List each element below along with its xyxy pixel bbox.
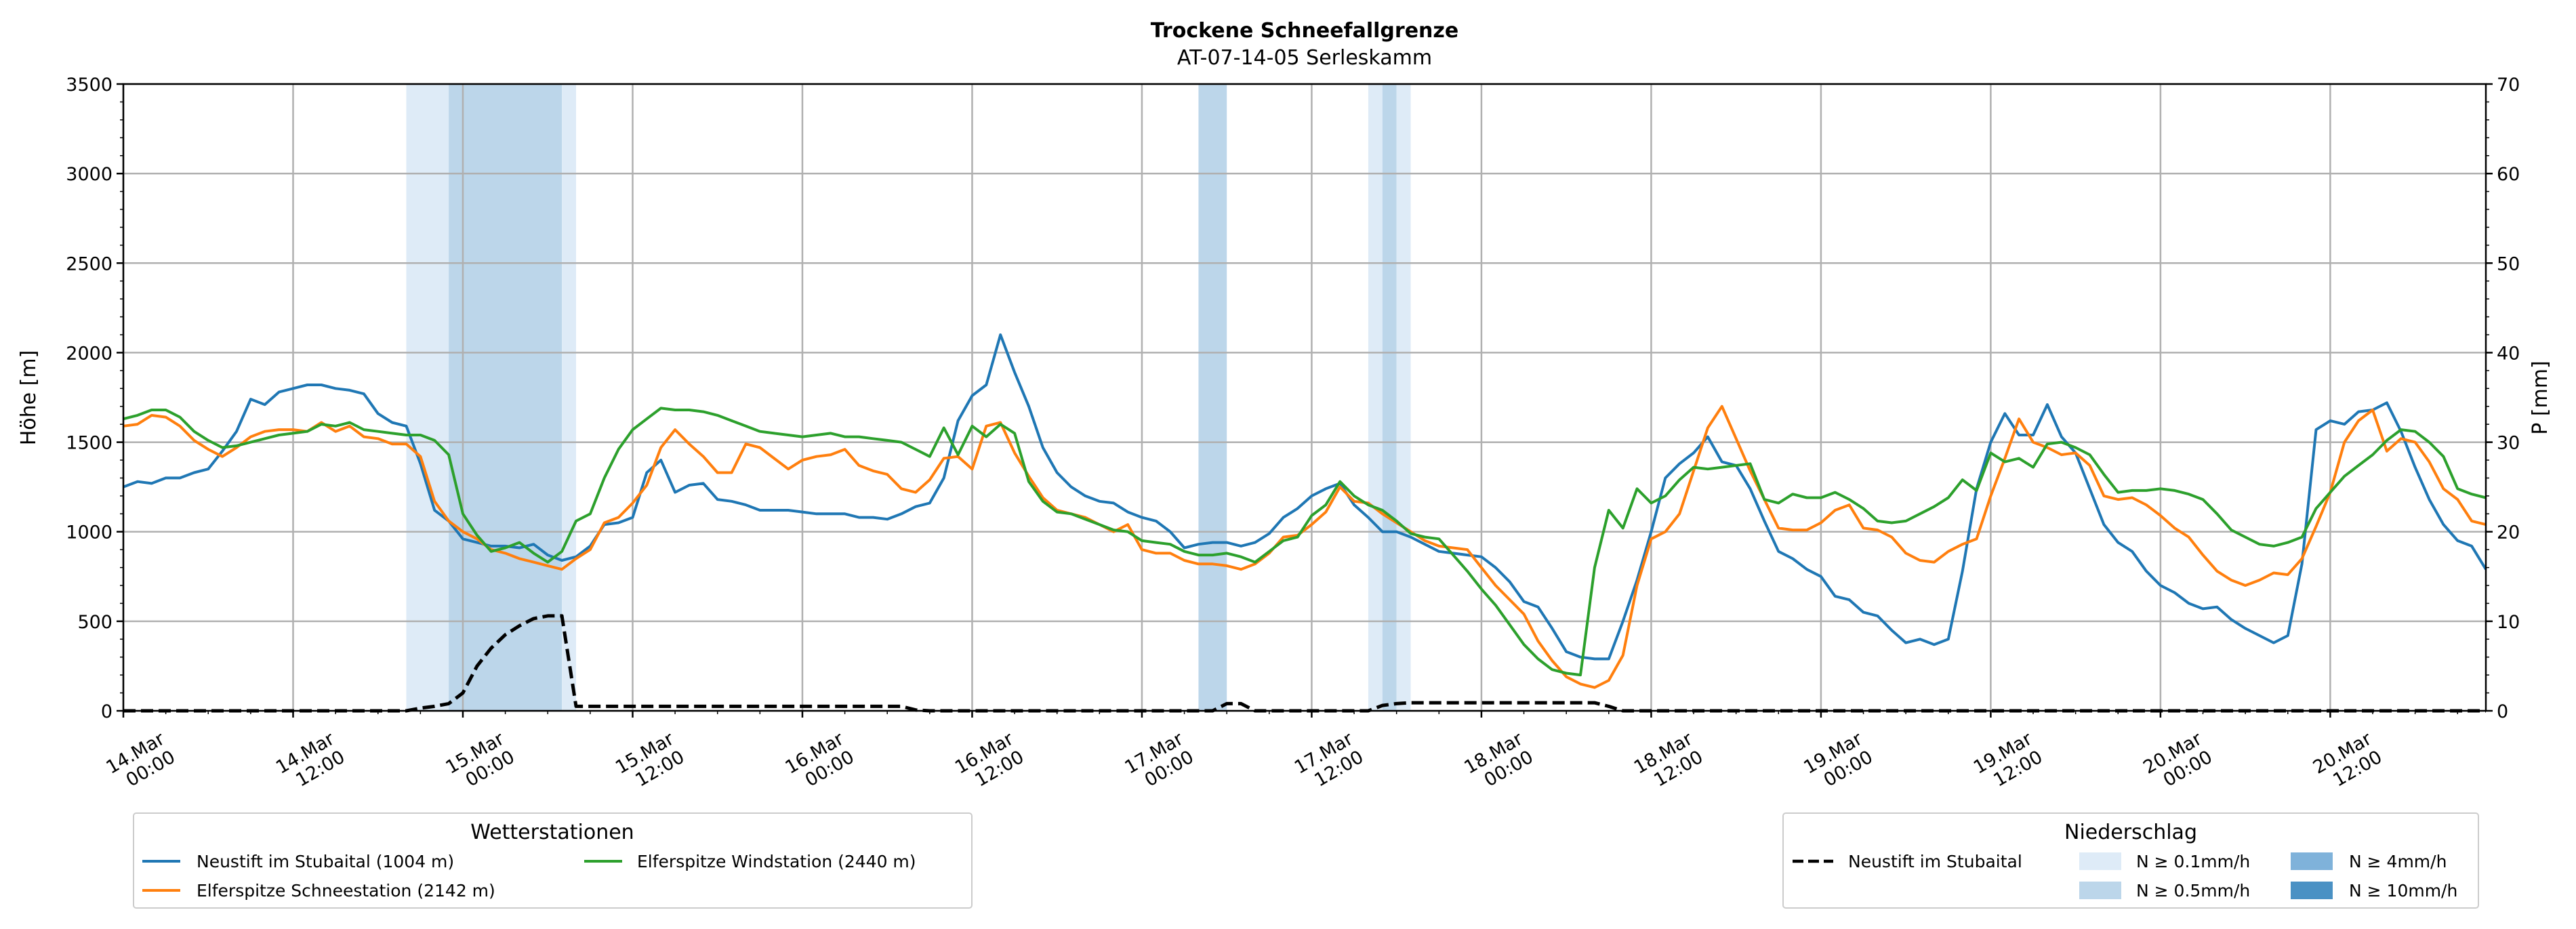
legend-entry-windstation: Elferspitze Windstation (2440 m) [637, 852, 916, 871]
chart-subtitle: AT-07-14-05 Serleskamm [1177, 46, 1432, 70]
legend-entry-n10: N ≥ 10mm/h [2349, 881, 2457, 901]
legend-swatch-n01 [2079, 852, 2121, 870]
y-tick-label-5: 2500 [66, 253, 113, 274]
precip-band-1 [449, 84, 563, 711]
series-line-2 [123, 407, 2487, 677]
series-line-3 [123, 614, 2486, 713]
y2-axis-label: P [mm] [2529, 360, 2552, 434]
y-tick-label-6: 3000 [66, 164, 113, 185]
y-axis-label: Höhe [m] [17, 350, 41, 446]
y2-tick-label-6: 60 [2497, 164, 2520, 185]
series-line-0 [123, 333, 2487, 661]
legend-precip: Niederschlag Neustift im Stubaital N ≥ 0… [1782, 812, 2479, 909]
legend-entry-n05: N ≥ 0.5mm/h [2136, 881, 2250, 901]
precip-band-6 [1396, 84, 1411, 711]
y2-tick-label-7: 70 [2497, 75, 2520, 96]
legend-stations-title: Wetterstationen [470, 821, 634, 844]
y-tick-label-2: 1000 [66, 522, 113, 543]
y-tick-label-1: 500 [77, 612, 113, 633]
legend-swatch-n05 [2079, 882, 2121, 899]
series-line-1 [123, 405, 2487, 689]
x-tick-label-4: 16.Mar00:00 [781, 728, 858, 796]
legend-swatch-n4 [2291, 852, 2333, 870]
y-tick-label-4: 2000 [66, 343, 113, 364]
x-tick-label-2: 15.Mar00:00 [442, 728, 518, 796]
y2-tick-label-1: 10 [2497, 612, 2520, 633]
precip-band-2 [562, 84, 576, 711]
precip-band-3 [1198, 84, 1227, 711]
y-tick-label-0: 0 [101, 701, 113, 722]
precip-band-0 [406, 84, 449, 711]
y2-tick-label-2: 20 [2497, 522, 2520, 543]
x-tick-label-1: 14.Mar12:00 [272, 728, 349, 796]
legend-precip-title: Niederschlag [2064, 821, 2197, 844]
x-tick-label-5: 16.Mar12:00 [952, 728, 1028, 796]
x-tick-label-3: 15.Mar12:00 [612, 728, 689, 796]
x-tick-label-9: 18.Mar12:00 [1631, 728, 1707, 796]
series-lines [123, 333, 2487, 713]
y-tick-label-7: 3500 [66, 75, 113, 96]
x-tick-label-0: 14.Mar00:00 [102, 728, 179, 796]
precip-band-5 [1382, 84, 1397, 711]
y2-tick-label-0: 0 [2497, 701, 2508, 722]
legend-swatch-n10 [2291, 882, 2333, 899]
legend-entry-precip-line: Neustift im Stubaital [1848, 852, 2022, 871]
y2-tick-label-5: 50 [2497, 253, 2520, 274]
x-tick-label-8: 18.Mar00:00 [1460, 728, 1537, 796]
legend-entry-neustift: Neustift im Stubaital (1004 m) [197, 852, 454, 871]
legend-entry-n01: N ≥ 0.1mm/h [2136, 852, 2250, 871]
precip-band-4 [1368, 84, 1383, 711]
legend-entry-schneestation: Elferspitze Schneestation (2142 m) [197, 881, 495, 901]
x-tick-label-6: 17.Mar00:00 [1121, 728, 1198, 796]
x-tick-label-12: 20.Mar00:00 [2140, 728, 2216, 796]
legend-entry-n4: N ≥ 4mm/h [2349, 852, 2447, 871]
x-tick-label-13: 20.Mar12:00 [2310, 728, 2386, 796]
legend-stations: Wetterstationen Neustift im Stubaital (1… [133, 812, 973, 909]
chart-title: Trockene Schneefallgrenze [1151, 19, 1458, 43]
x-tick-label-11: 19.Mar12:00 [1970, 728, 2047, 796]
plot-frame [122, 83, 2487, 712]
x-tick-label-7: 17.Mar12:00 [1291, 728, 1368, 796]
precipitation-bands [406, 84, 1411, 711]
y-tick-label-3: 1500 [66, 433, 113, 454]
x-tick-label-10: 19.Mar00:00 [1800, 728, 1877, 796]
y2-tick-label-3: 30 [2497, 433, 2520, 454]
y2-tick-label-4: 40 [2497, 343, 2520, 364]
